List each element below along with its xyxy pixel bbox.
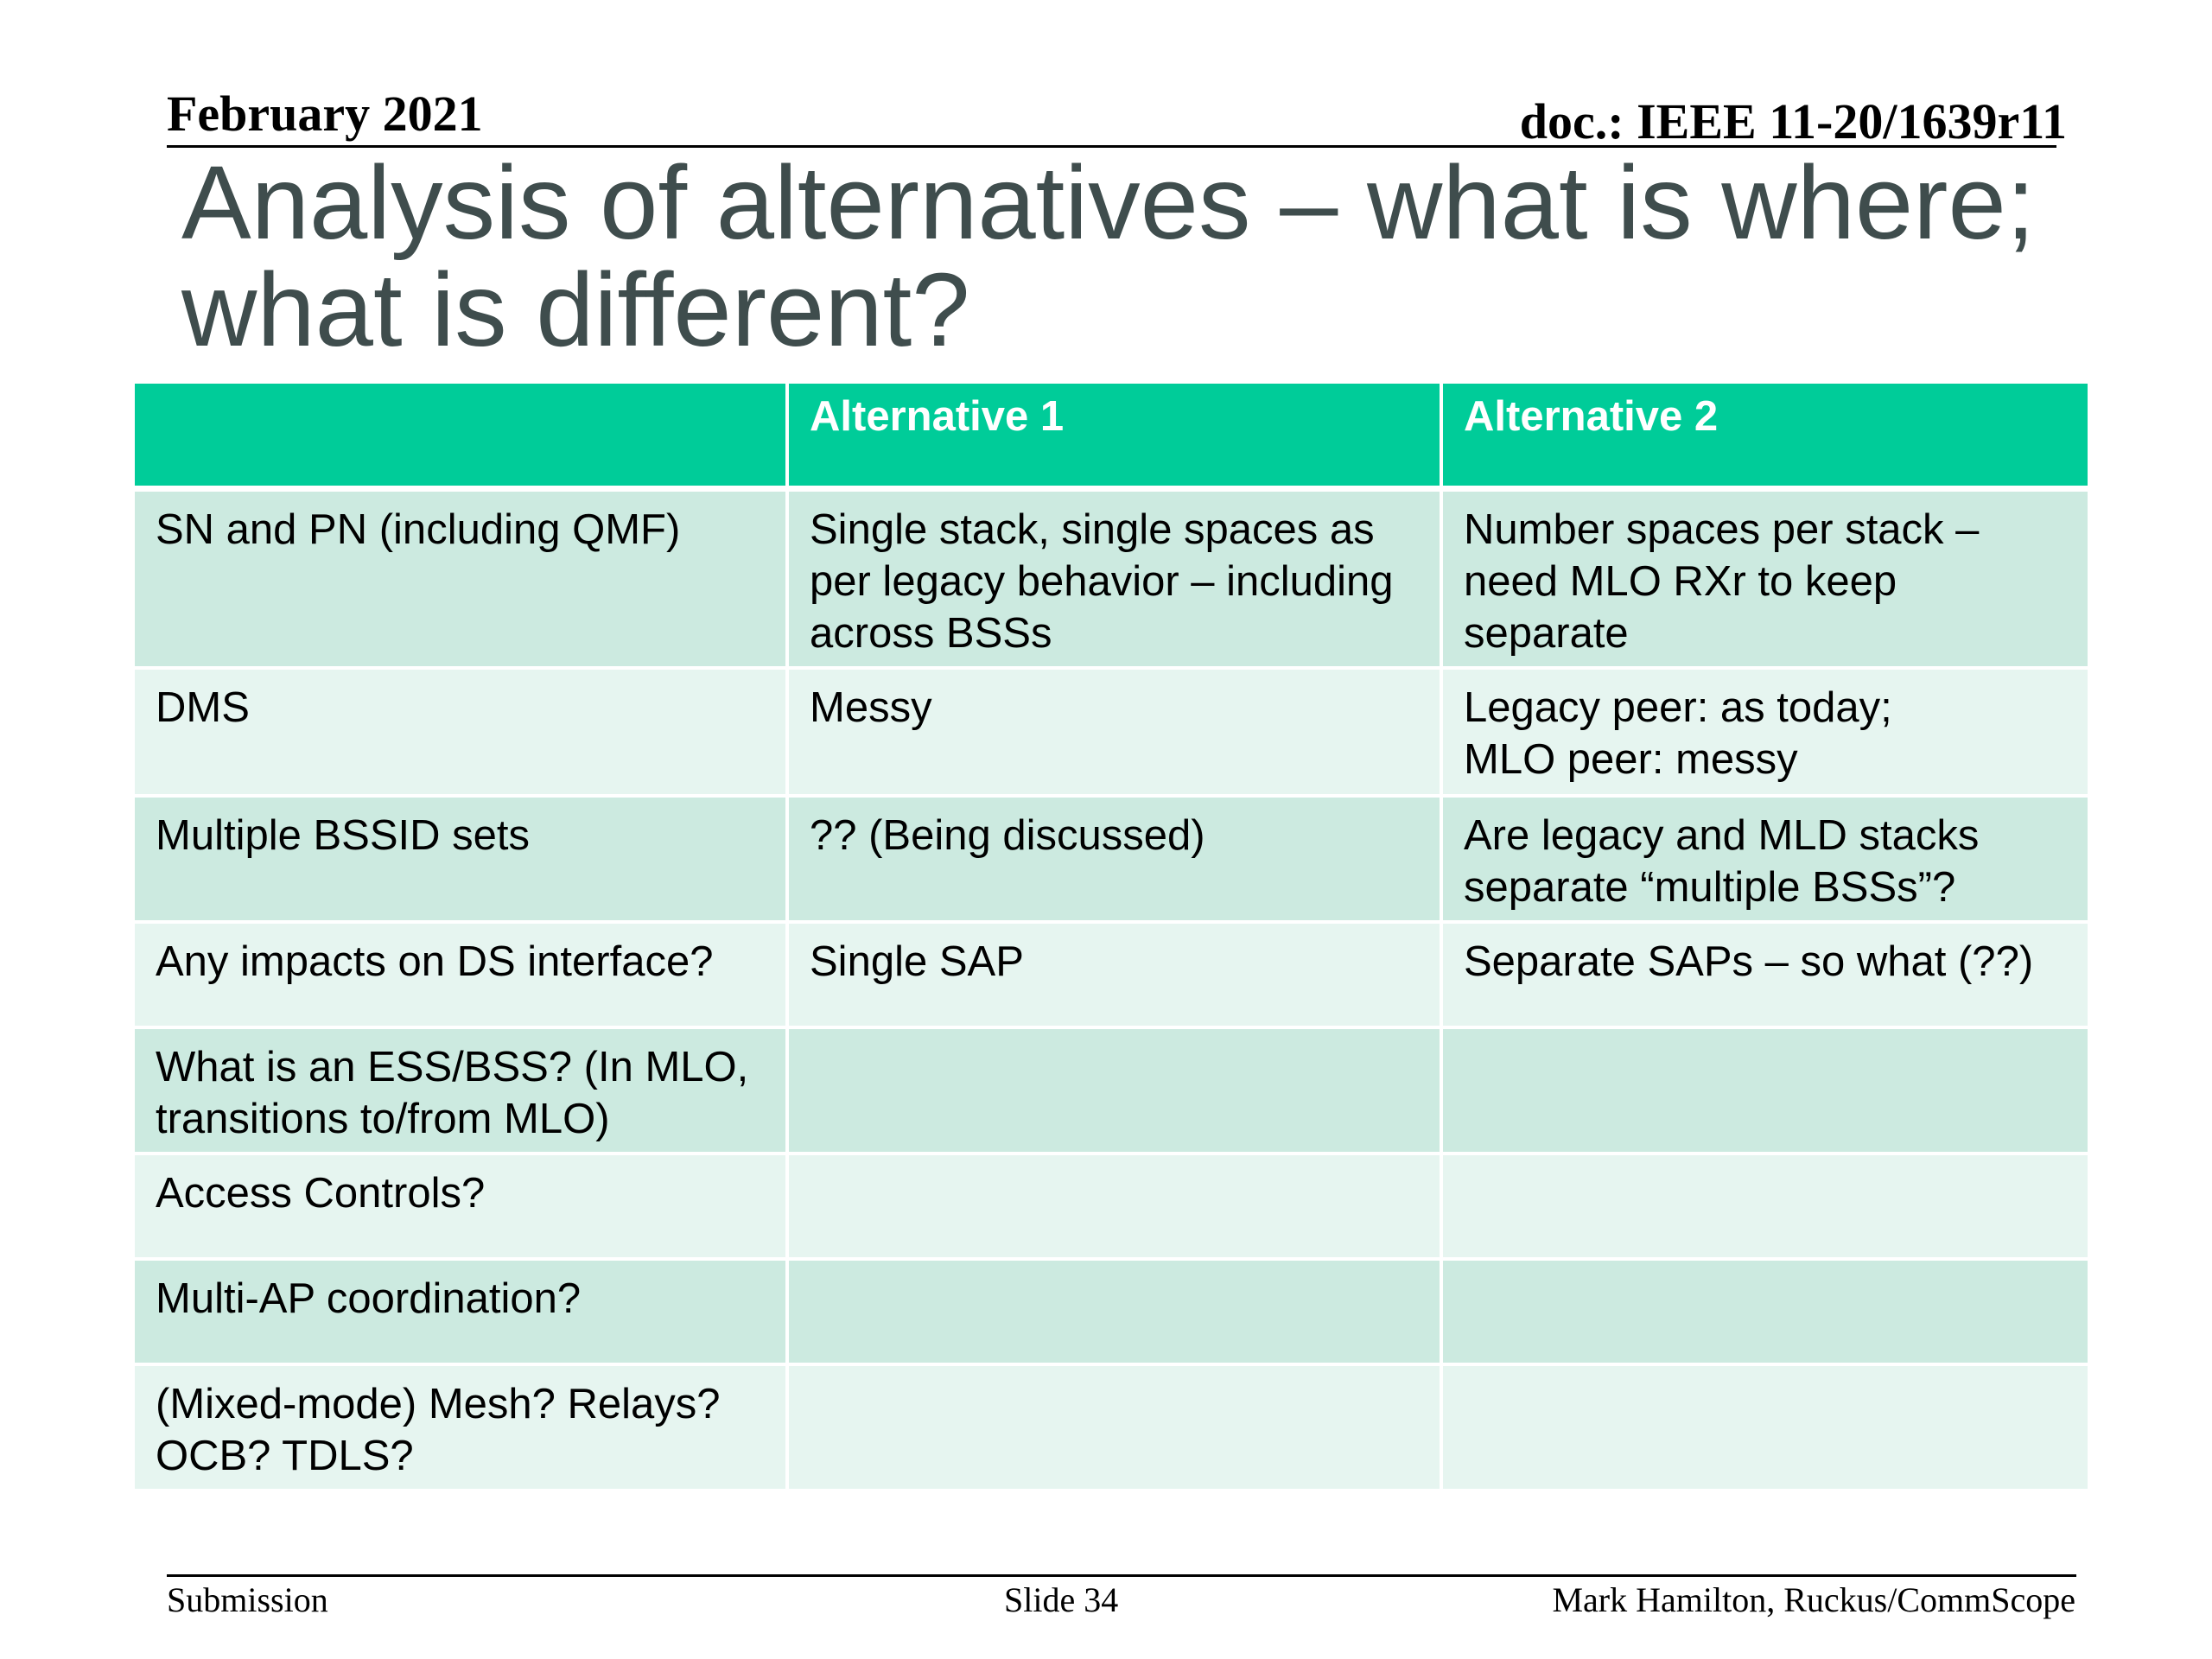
row-alternative-1-cell <box>785 1151 1443 1261</box>
row-alternative-1-cell: Single stack, single spaces as per legac… <box>785 486 1443 670</box>
row-topic-cell: Multi-AP coordination? <box>131 1256 789 1366</box>
table-row: SN and PN (including QMF) Single stack, … <box>131 486 2091 670</box>
row-alternative-2-cell: Are legacy and MLD stacks separate “mult… <box>1440 793 2091 924</box>
row-alternative-2-cell <box>1440 1151 2091 1261</box>
row-topic-cell: Access Controls? <box>131 1151 789 1261</box>
table-header-row: Alternative 1 Alternative 2 <box>131 380 2091 492</box>
table-row: Multi-AP coordination? <box>131 1256 2091 1366</box>
row-topic-cell: What is an ESS/BSS? (In MLO, transitions… <box>131 1025 789 1155</box>
slide-title: Analysis of alternatives – what is where… <box>181 143 2036 368</box>
row-alternative-2-cell: Separate SAPs – so what (??) <box>1440 919 2091 1029</box>
row-alternative-2-cell: Legacy peer: as today; MLO peer: messy <box>1440 665 2091 798</box>
comparison-table: Alternative 1 Alternative 2 SN and PN (i… <box>131 380 2091 1492</box>
footer-submission: Submission <box>167 1580 328 1619</box>
row-alternative-2-cell: Number spaces per stack – need MLO RXr t… <box>1440 486 2091 670</box>
row-alternative-2-cell <box>1440 1025 2091 1155</box>
row-alternative-2-cell <box>1440 1256 2091 1366</box>
row-alternative-1-cell <box>785 1362 1443 1492</box>
footer-author: Mark Hamilton, Ruckus/CommScope <box>1552 1580 2075 1619</box>
table-row: Access Controls? <box>131 1151 2091 1261</box>
table-row: Multiple BSSID sets ?? (Being discussed)… <box>131 793 2091 924</box>
table-row: DMS Messy Legacy peer: as today; MLO pee… <box>131 665 2091 798</box>
row-topic-cell: Multiple BSSID sets <box>131 793 789 924</box>
row-alternative-2-cell <box>1440 1362 2091 1492</box>
header-cell-alternative-2: Alternative 2 <box>1440 380 2091 492</box>
header-date: February 2021 <box>167 86 483 142</box>
row-alternative-1-cell <box>785 1256 1443 1366</box>
row-alternative-1-cell: Single SAP <box>785 919 1443 1029</box>
footer-slide-number: Slide 34 <box>1004 1580 1119 1619</box>
header-cell-alternative-1: Alternative 1 <box>785 380 1443 492</box>
header-divider <box>167 145 2056 148</box>
row-alternative-1-cell: ?? (Being discussed) <box>785 793 1443 924</box>
row-alternative-1-cell: Messy <box>785 665 1443 798</box>
header-cell-topic <box>131 380 789 492</box>
row-topic-cell: DMS <box>131 665 789 798</box>
row-alternative-1-cell <box>785 1025 1443 1155</box>
table-row: Any impacts on DS interface? Single SAP … <box>131 919 2091 1029</box>
table-row: What is an ESS/BSS? (In MLO, transitions… <box>131 1025 2091 1155</box>
table-row: (Mixed-mode) Mesh? Relays? OCB? TDLS? <box>131 1362 2091 1492</box>
row-topic-cell: Any impacts on DS interface? <box>131 919 789 1029</box>
row-topic-cell: (Mixed-mode) Mesh? Relays? OCB? TDLS? <box>131 1362 789 1492</box>
row-topic-cell: SN and PN (including QMF) <box>131 486 789 670</box>
footer-divider <box>167 1574 2076 1577</box>
header-doc-id: doc.: IEEE 11-20/1639r11 <box>1519 93 2067 149</box>
